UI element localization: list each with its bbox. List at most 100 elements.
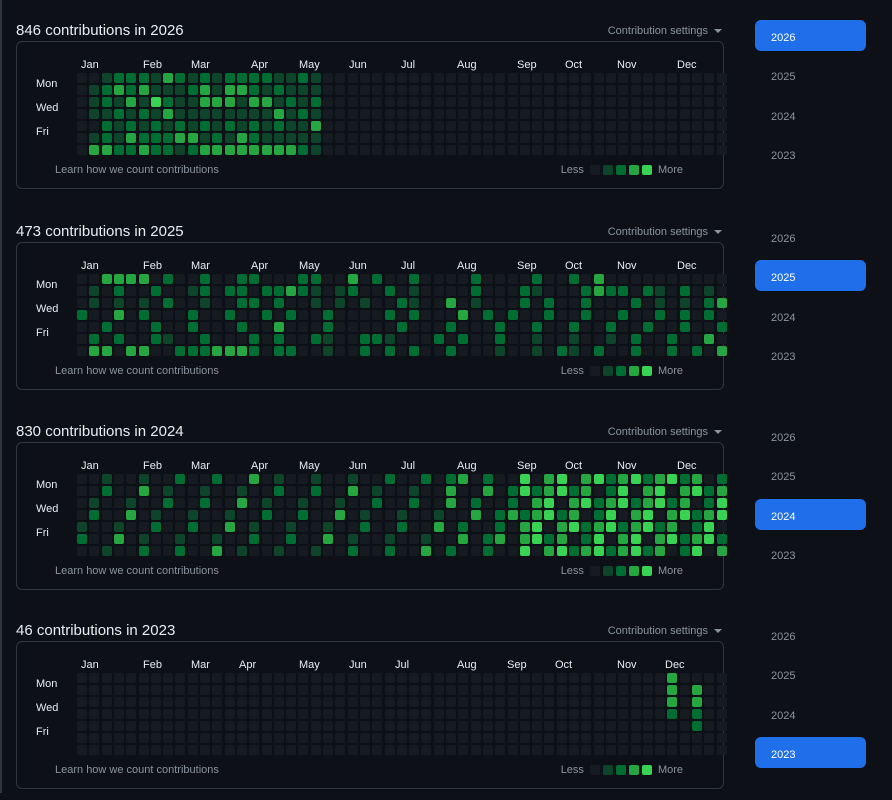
contribution-day-cell[interactable] bbox=[631, 274, 641, 284]
contribution-day-cell[interactable] bbox=[557, 85, 567, 95]
contribution-day-cell[interactable] bbox=[655, 721, 665, 731]
contribution-day-cell[interactable] bbox=[520, 97, 530, 107]
contribution-day-cell[interactable] bbox=[717, 697, 727, 707]
contribution-day-cell[interactable] bbox=[335, 73, 345, 83]
contribution-day-cell[interactable] bbox=[643, 133, 653, 143]
contribution-day-cell[interactable] bbox=[446, 109, 456, 119]
contribution-day-cell[interactable] bbox=[434, 73, 444, 83]
contribution-day-cell[interactable] bbox=[421, 334, 431, 344]
contribution-day-cell[interactable] bbox=[446, 73, 456, 83]
contribution-day-cell[interactable] bbox=[704, 322, 714, 332]
contribution-day-cell[interactable] bbox=[569, 673, 579, 683]
contribution-day-cell[interactable] bbox=[508, 322, 518, 332]
contribution-day-cell[interactable] bbox=[89, 298, 99, 308]
contribution-day-cell[interactable] bbox=[385, 274, 395, 284]
contribution-day-cell[interactable] bbox=[667, 697, 677, 707]
contribution-day-cell[interactable] bbox=[495, 498, 505, 508]
contribution-day-cell[interactable] bbox=[212, 685, 222, 695]
contribution-day-cell[interactable] bbox=[298, 486, 308, 496]
contribution-day-cell[interactable] bbox=[139, 474, 149, 484]
contribution-day-cell[interactable] bbox=[163, 286, 173, 296]
contribution-day-cell[interactable] bbox=[434, 85, 444, 95]
contribution-day-cell[interactable] bbox=[569, 522, 579, 532]
contribution-day-cell[interactable] bbox=[323, 298, 333, 308]
contribution-day-cell[interactable] bbox=[311, 486, 321, 496]
contribution-day-cell[interactable] bbox=[335, 109, 345, 119]
contribution-day-cell[interactable] bbox=[557, 97, 567, 107]
contribution-day-cell[interactable] bbox=[520, 534, 530, 544]
contribution-day-cell[interactable] bbox=[557, 133, 567, 143]
contribution-day-cell[interactable] bbox=[680, 334, 690, 344]
contribution-day-cell[interactable] bbox=[385, 145, 395, 155]
contribution-day-cell[interactable] bbox=[520, 298, 530, 308]
contribution-day-cell[interactable] bbox=[200, 298, 210, 308]
contribution-day-cell[interactable] bbox=[335, 346, 345, 356]
contribution-day-cell[interactable] bbox=[77, 697, 87, 707]
contribution-day-cell[interactable] bbox=[434, 286, 444, 296]
contribution-day-cell[interactable] bbox=[348, 685, 358, 695]
contribution-day-cell[interactable] bbox=[151, 474, 161, 484]
contribution-day-cell[interactable] bbox=[89, 73, 99, 83]
contribution-day-cell[interactable] bbox=[508, 121, 518, 131]
contribution-day-cell[interactable] bbox=[692, 310, 702, 320]
contribution-day-cell[interactable] bbox=[458, 745, 468, 755]
contribution-day-cell[interactable] bbox=[348, 546, 358, 556]
contribution-day-cell[interactable] bbox=[372, 145, 382, 155]
contribution-day-cell[interactable] bbox=[175, 721, 185, 731]
contribution-day-cell[interactable] bbox=[163, 685, 173, 695]
contribution-day-cell[interactable] bbox=[262, 274, 272, 284]
contribution-day-cell[interactable] bbox=[594, 685, 604, 695]
contribution-day-cell[interactable] bbox=[323, 322, 333, 332]
contribution-day-cell[interactable] bbox=[311, 685, 321, 695]
contribution-day-cell[interactable] bbox=[335, 85, 345, 95]
contribution-day-cell[interactable] bbox=[618, 673, 628, 683]
contribution-day-cell[interactable] bbox=[360, 534, 370, 544]
contribution-day-cell[interactable] bbox=[360, 486, 370, 496]
contribution-day-cell[interactable] bbox=[225, 745, 235, 755]
contribution-day-cell[interactable] bbox=[89, 474, 99, 484]
contribution-day-cell[interactable] bbox=[175, 697, 185, 707]
contribution-day-cell[interactable] bbox=[188, 721, 198, 731]
contribution-day-cell[interactable] bbox=[667, 474, 677, 484]
contribution-day-cell[interactable] bbox=[667, 534, 677, 544]
contribution-day-cell[interactable] bbox=[212, 498, 222, 508]
contribution-day-cell[interactable] bbox=[655, 109, 665, 119]
contribution-day-cell[interactable] bbox=[397, 121, 407, 131]
contribution-day-cell[interactable] bbox=[311, 673, 321, 683]
contribution-day-cell[interactable] bbox=[446, 310, 456, 320]
contribution-day-cell[interactable] bbox=[200, 721, 210, 731]
contribution-day-cell[interactable] bbox=[544, 534, 554, 544]
contribution-day-cell[interactable] bbox=[667, 73, 677, 83]
contribution-day-cell[interactable] bbox=[606, 733, 616, 743]
contribution-day-cell[interactable] bbox=[175, 510, 185, 520]
contribution-day-cell[interactable] bbox=[680, 121, 690, 131]
contribution-day-cell[interactable] bbox=[237, 298, 247, 308]
contribution-day-cell[interactable] bbox=[114, 510, 124, 520]
contribution-day-cell[interactable] bbox=[643, 721, 653, 731]
contribution-day-cell[interactable] bbox=[680, 85, 690, 95]
contribution-day-cell[interactable] bbox=[557, 310, 567, 320]
contribution-day-cell[interactable] bbox=[421, 486, 431, 496]
year-button-2025[interactable]: 2025 bbox=[755, 260, 866, 291]
contribution-day-cell[interactable] bbox=[520, 109, 530, 119]
contribution-day-cell[interactable] bbox=[483, 286, 493, 296]
contribution-day-cell[interactable] bbox=[458, 522, 468, 532]
contribution-day-cell[interactable] bbox=[212, 97, 222, 107]
contribution-day-cell[interactable] bbox=[372, 346, 382, 356]
contribution-day-cell[interactable] bbox=[717, 522, 727, 532]
contribution-day-cell[interactable] bbox=[446, 498, 456, 508]
contribution-day-cell[interactable] bbox=[508, 346, 518, 356]
contribution-day-cell[interactable] bbox=[114, 298, 124, 308]
contribution-day-cell[interactable] bbox=[212, 673, 222, 683]
contribution-day-cell[interactable] bbox=[188, 522, 198, 532]
contribution-day-cell[interactable] bbox=[225, 121, 235, 131]
contribution-day-cell[interactable] bbox=[520, 73, 530, 83]
contribution-day-cell[interactable] bbox=[348, 121, 358, 131]
contribution-day-cell[interactable] bbox=[323, 334, 333, 344]
contribution-day-cell[interactable] bbox=[212, 346, 222, 356]
contribution-day-cell[interactable] bbox=[594, 97, 604, 107]
contribution-day-cell[interactable] bbox=[348, 97, 358, 107]
contribution-day-cell[interactable] bbox=[163, 322, 173, 332]
contribution-day-cell[interactable] bbox=[348, 145, 358, 155]
contribution-day-cell[interactable] bbox=[237, 685, 247, 695]
